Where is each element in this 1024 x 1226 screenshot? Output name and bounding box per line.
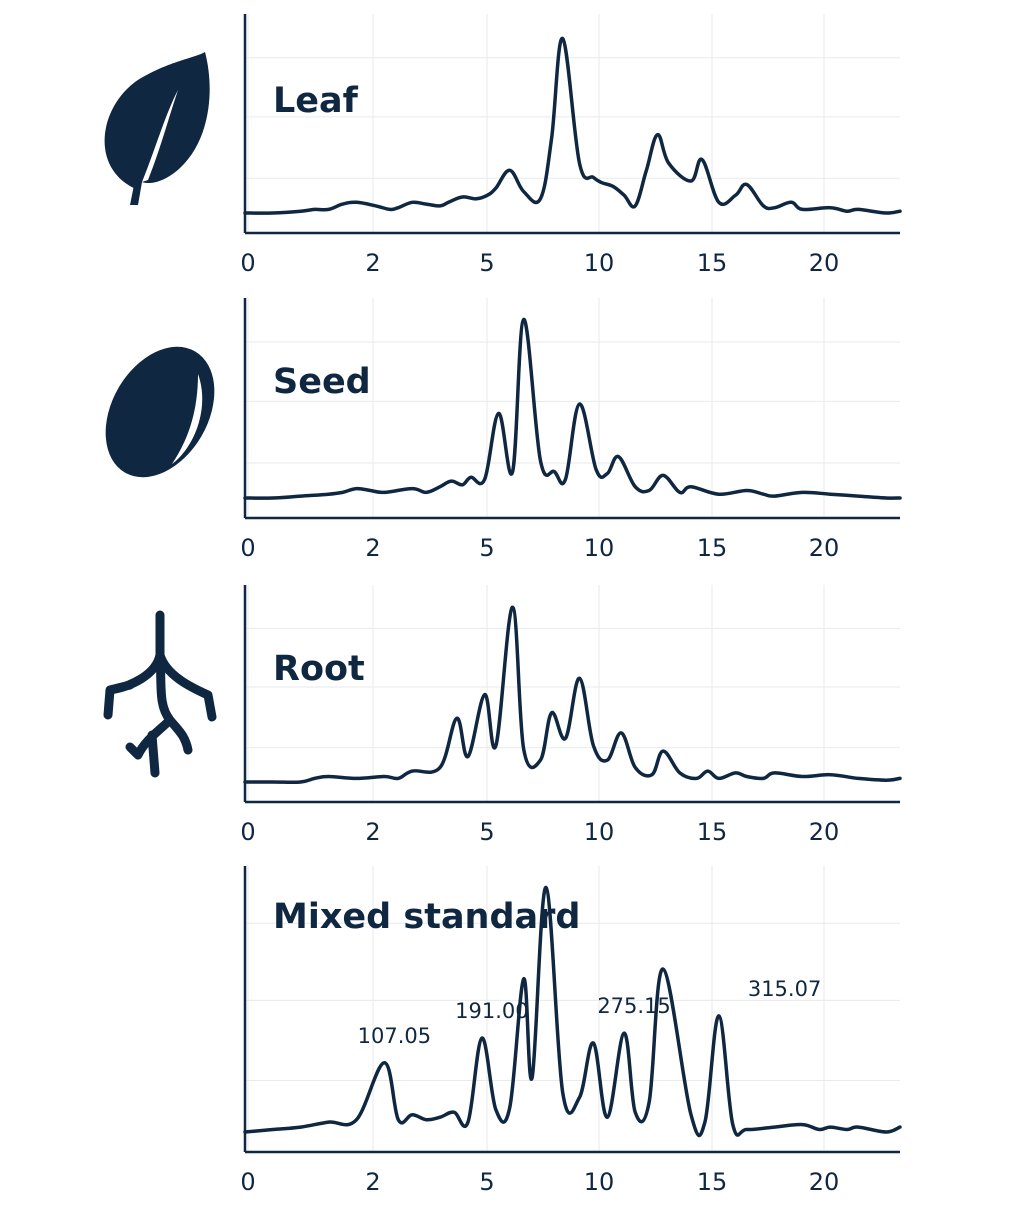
x-tick-label: 0 bbox=[240, 249, 255, 277]
seed-body bbox=[105, 346, 215, 478]
panel-root: 0 2 5 10 15 20 Root bbox=[103, 585, 902, 846]
gridlines bbox=[245, 585, 900, 802]
peak-annotation: 275.15 bbox=[597, 994, 670, 1018]
series-line bbox=[243, 317, 902, 500]
leaf-icon bbox=[104, 52, 210, 205]
x-tick-label: 5 bbox=[479, 249, 494, 277]
x-tick-label: 10 bbox=[584, 534, 615, 562]
root-branches bbox=[103, 610, 217, 778]
series-line bbox=[243, 605, 902, 785]
seed-icon bbox=[105, 346, 215, 478]
panel-title: Leaf bbox=[273, 81, 359, 121]
panel-mixed-standard: 0 2 5 10 15 20 Mixed standard 107.05 191.00 275.1… bbox=[240, 866, 902, 1196]
x-tick-label: 15 bbox=[697, 1168, 728, 1196]
panel-title: Mixed standard bbox=[273, 897, 580, 937]
panel-title: Root bbox=[273, 649, 365, 689]
x-tick-label: 20 bbox=[809, 818, 840, 846]
series-line bbox=[243, 885, 902, 1138]
x-tick-label: 2 bbox=[365, 534, 380, 562]
x-tick-label: 10 bbox=[584, 818, 615, 846]
x-tick-label: 10 bbox=[584, 1168, 615, 1196]
peak-annotation: 191.00 bbox=[455, 999, 528, 1023]
panel-title: Seed bbox=[273, 362, 371, 402]
x-tick-label: 0 bbox=[240, 818, 255, 846]
x-tick-label: 5 bbox=[479, 1168, 494, 1196]
leaf-vein bbox=[142, 90, 178, 182]
x-tick-label: 5 bbox=[479, 818, 494, 846]
series-line bbox=[243, 36, 902, 215]
x-tick-label: 15 bbox=[697, 818, 728, 846]
x-tick-label: 2 bbox=[365, 249, 380, 277]
gridlines bbox=[245, 14, 900, 233]
x-tick-label: 5 bbox=[479, 534, 494, 562]
root-icon bbox=[103, 610, 217, 778]
gridlines bbox=[245, 298, 900, 518]
x-tick-label: 10 bbox=[584, 249, 615, 277]
x-tick-label: 2 bbox=[365, 1168, 380, 1196]
x-tick-label: 20 bbox=[809, 249, 840, 277]
x-tick-label: 2 bbox=[365, 818, 380, 846]
x-tick-label: 0 bbox=[240, 534, 255, 562]
x-tick-label: 0 bbox=[240, 1168, 255, 1196]
seed-highlight bbox=[172, 374, 203, 464]
x-tick-label: 15 bbox=[697, 534, 728, 562]
x-tick-label: 15 bbox=[697, 249, 728, 277]
peak-annotation: 107.05 bbox=[358, 1024, 431, 1048]
peak-annotation: 315.07 bbox=[748, 977, 821, 1001]
x-tick-label: 20 bbox=[809, 534, 840, 562]
gridlines bbox=[245, 866, 900, 1152]
panel-seed: 0 2 5 10 15 20 Seed bbox=[105, 298, 902, 562]
leaf-body bbox=[104, 52, 210, 205]
panel-leaf: 0 2 5 10 15 20 Leaf bbox=[104, 14, 902, 277]
x-tick-label: 20 bbox=[809, 1168, 840, 1196]
